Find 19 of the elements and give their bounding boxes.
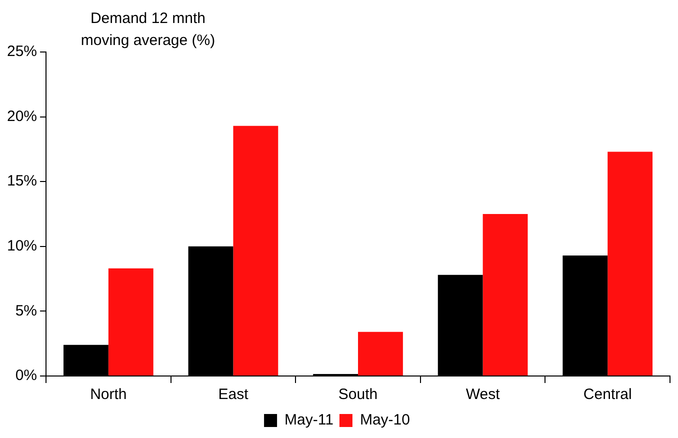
y-tick-label: 5% — [15, 302, 38, 320]
legend-label: May-10 — [360, 412, 410, 429]
bar — [233, 126, 278, 376]
x-tick-label: Central — [583, 386, 632, 404]
x-tick-label: South — [338, 386, 378, 404]
y-tick-label: 20% — [6, 108, 38, 125]
y-tick-label: 15% — [6, 172, 38, 190]
x-tick-label: North — [90, 386, 127, 404]
legend-label: May-11 — [284, 412, 334, 429]
y-tick-label: 25% — [6, 43, 38, 60]
bar — [108, 268, 154, 376]
y-axis-title: Demand 12 mnth moving average (%) — [80, 9, 216, 51]
y-tick-label: 0% — [15, 367, 38, 384]
bar — [608, 152, 653, 376]
x-tick-label: East — [218, 386, 250, 404]
bar — [358, 332, 403, 376]
x-tick-label: West — [466, 386, 501, 404]
bar — [482, 214, 528, 376]
y-tick-label: 10% — [6, 238, 38, 255]
